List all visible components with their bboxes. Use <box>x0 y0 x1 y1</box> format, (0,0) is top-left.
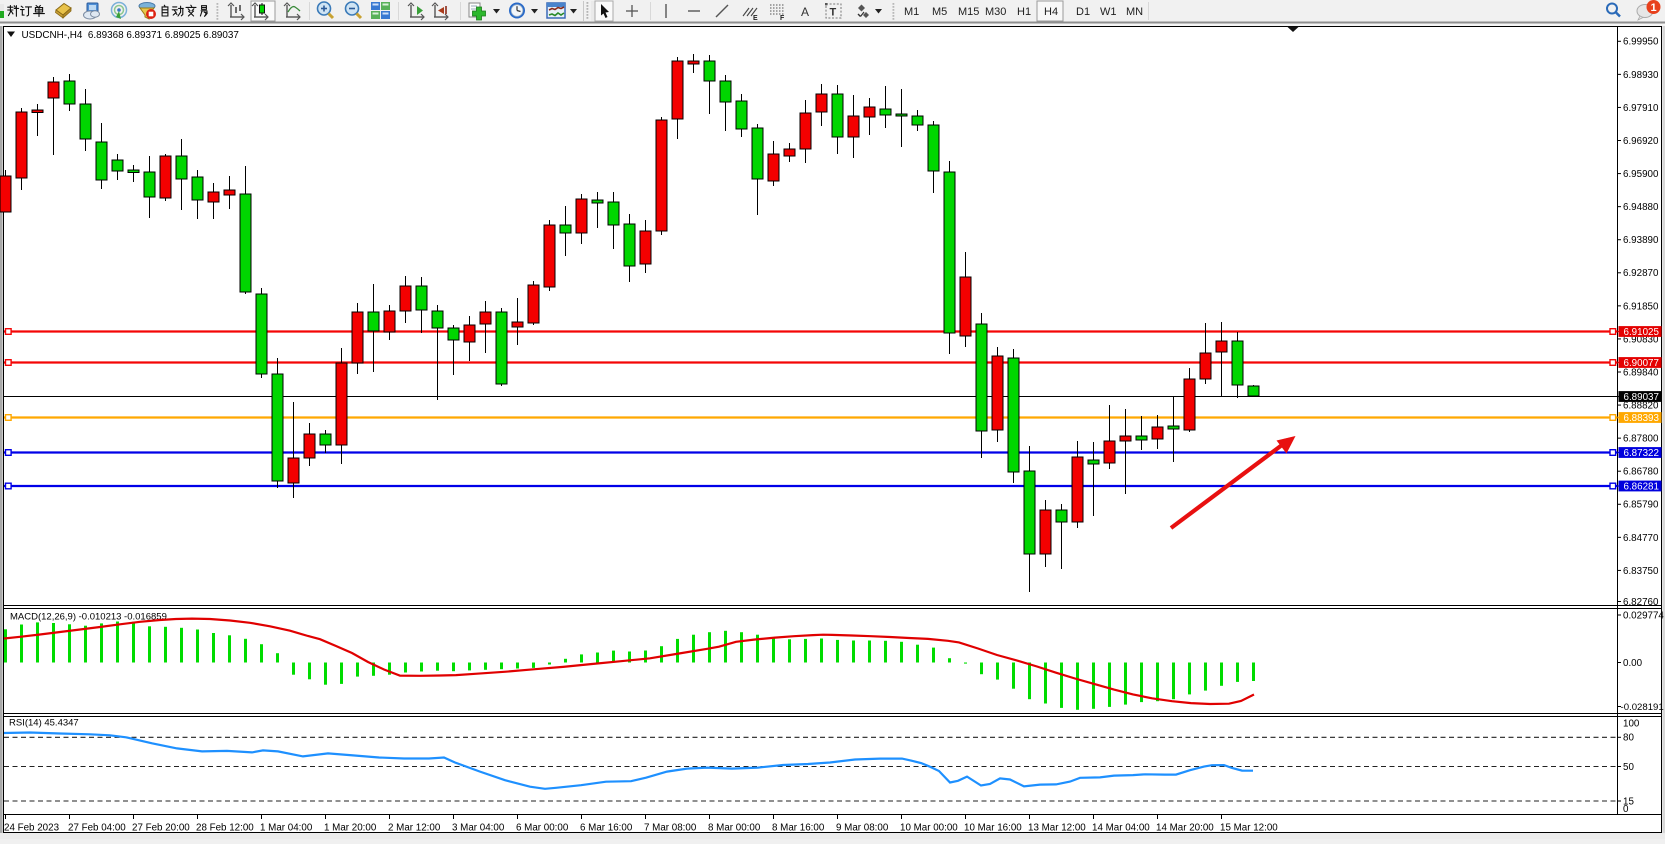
svg-text:F: F <box>780 15 785 22</box>
svg-text:6.86281: 6.86281 <box>1624 482 1659 493</box>
svg-text:H1: H1 <box>1017 6 1031 18</box>
svg-text:E: E <box>753 15 758 22</box>
svg-text:M5: M5 <box>932 6 947 18</box>
svg-text:M15: M15 <box>958 6 979 18</box>
svg-text:6.99950: 6.99950 <box>1623 37 1659 48</box>
svg-text:6 Mar 16:00: 6 Mar 16:00 <box>580 823 633 834</box>
svg-text:MN: MN <box>1126 6 1143 18</box>
svg-text:M30: M30 <box>985 6 1006 18</box>
svg-text:8 Mar 16:00: 8 Mar 16:00 <box>772 823 825 834</box>
svg-text:T: T <box>830 7 837 19</box>
svg-text:10 Mar 16:00: 10 Mar 16:00 <box>964 823 1022 834</box>
svg-text:6.83750: 6.83750 <box>1623 566 1659 577</box>
svg-text:14 Mar 20:00: 14 Mar 20:00 <box>1156 823 1214 834</box>
svg-text:15 Mar 12:00: 15 Mar 12:00 <box>1220 823 1278 834</box>
svg-text:2 Mar 12:00: 2 Mar 12:00 <box>388 823 441 834</box>
svg-text:0: 0 <box>1623 804 1629 815</box>
svg-text:W1: W1 <box>1100 6 1117 18</box>
svg-text:0.029774: 0.029774 <box>1623 610 1664 621</box>
svg-text:1 Mar 04:00: 1 Mar 04:00 <box>260 823 313 834</box>
svg-text:10 Mar 00:00: 10 Mar 00:00 <box>900 823 958 834</box>
svg-text:6.82760: 6.82760 <box>1623 597 1659 608</box>
svg-text:6.87322: 6.87322 <box>1624 448 1659 459</box>
svg-text:1: 1 <box>1650 2 1656 14</box>
svg-text:80: 80 <box>1623 733 1634 744</box>
svg-text:6.97910: 6.97910 <box>1623 103 1659 114</box>
svg-text:6.91025: 6.91025 <box>1624 327 1660 338</box>
svg-text:27 Feb 04:00: 27 Feb 04:00 <box>68 823 126 834</box>
svg-text:1 Mar 20:00: 1 Mar 20:00 <box>324 823 377 834</box>
svg-text:50: 50 <box>1623 762 1634 773</box>
svg-text:USDCNH-,H4 6.89368 6.89371 6.: USDCNH-,H4 6.89368 6.89371 6.89025 6.890… <box>22 30 239 41</box>
svg-text:6.96920: 6.96920 <box>1623 136 1659 147</box>
svg-text:6.84770: 6.84770 <box>1623 533 1659 544</box>
svg-text:9 Mar 08:00: 9 Mar 08:00 <box>836 823 889 834</box>
svg-text:6.98930: 6.98930 <box>1623 70 1659 81</box>
svg-text:27 Feb 20:00: 27 Feb 20:00 <box>132 823 190 834</box>
svg-text:6.85790: 6.85790 <box>1623 500 1659 511</box>
svg-text:M1: M1 <box>904 6 919 18</box>
svg-text:D1: D1 <box>1076 6 1090 18</box>
svg-text:13 Mar 12:00: 13 Mar 12:00 <box>1028 823 1086 834</box>
svg-text:6.91850: 6.91850 <box>1623 301 1659 312</box>
svg-text:6.87800: 6.87800 <box>1623 434 1659 445</box>
svg-text:6.90077: 6.90077 <box>1624 358 1659 369</box>
svg-text:6.93890: 6.93890 <box>1623 235 1659 246</box>
svg-text:A: A <box>801 5 809 19</box>
svg-text:0.00: 0.00 <box>1623 658 1643 669</box>
svg-text:6.88393: 6.88393 <box>1624 413 1660 424</box>
svg-text:6.86780: 6.86780 <box>1623 467 1659 478</box>
svg-text:RSI(14) 45.4347: RSI(14) 45.4347 <box>9 718 79 729</box>
svg-text:6 Mar 00:00: 6 Mar 00:00 <box>516 823 569 834</box>
svg-text:7 Mar 08:00: 7 Mar 08:00 <box>644 823 697 834</box>
svg-text:6.95900: 6.95900 <box>1623 169 1659 180</box>
svg-text:6.89037: 6.89037 <box>1624 392 1659 403</box>
svg-text:8 Mar 00:00: 8 Mar 00:00 <box>708 823 761 834</box>
svg-text:14 Mar 04:00: 14 Mar 04:00 <box>1092 823 1150 834</box>
svg-text:6.94880: 6.94880 <box>1623 202 1659 213</box>
svg-text:28 Feb 12:00: 28 Feb 12:00 <box>196 823 254 834</box>
svg-text:24 Feb 2023: 24 Feb 2023 <box>4 823 60 834</box>
svg-text:100: 100 <box>1623 718 1640 729</box>
svg-text:-0.028191: -0.028191 <box>1621 702 1664 713</box>
svg-text:6.92870: 6.92870 <box>1623 268 1659 279</box>
svg-text:3 Mar 04:00: 3 Mar 04:00 <box>452 823 505 834</box>
svg-text:H4: H4 <box>1044 6 1058 18</box>
